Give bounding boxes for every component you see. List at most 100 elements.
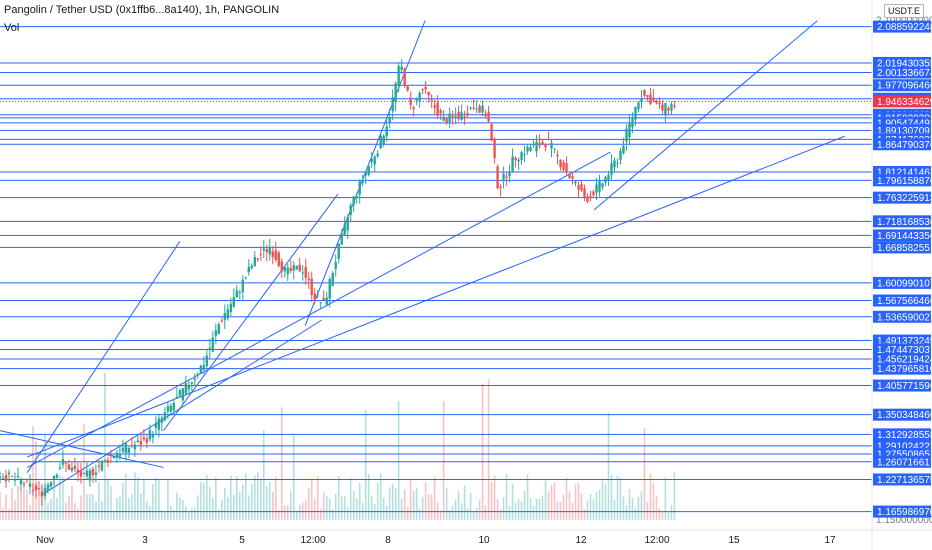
volume-bar xyxy=(433,476,436,520)
candle-body xyxy=(622,146,625,154)
volume-bar xyxy=(631,498,634,520)
candle-body xyxy=(190,382,194,384)
volume-bar xyxy=(511,483,514,520)
candle-body xyxy=(388,117,391,123)
volume-bar xyxy=(104,372,106,520)
candle-body xyxy=(142,437,146,440)
price-level-label: 1.2910242225 xyxy=(877,441,932,452)
candle-body xyxy=(430,99,433,101)
candle-body xyxy=(535,141,538,152)
volume-bar xyxy=(152,484,154,520)
candle-body xyxy=(643,89,646,96)
volume-bar xyxy=(71,485,73,520)
trendline xyxy=(27,151,611,468)
candle-body xyxy=(406,86,409,91)
candle-body xyxy=(328,279,331,299)
candle-body xyxy=(94,472,98,475)
volume-bar xyxy=(445,487,448,520)
candle-body xyxy=(409,97,412,105)
volume-bar xyxy=(325,495,328,520)
candle-body xyxy=(163,412,167,421)
price-level-box xyxy=(873,310,931,323)
candle-body xyxy=(178,390,182,396)
candle-body xyxy=(379,135,382,149)
volume-bar xyxy=(191,508,193,520)
volume-bar xyxy=(415,487,418,520)
candle-body xyxy=(106,460,110,463)
candle-body xyxy=(565,163,568,173)
volume-bar xyxy=(59,474,61,520)
candle-body xyxy=(646,95,649,97)
candle-body xyxy=(673,105,676,107)
candle-body xyxy=(640,98,643,102)
candle-body xyxy=(232,297,236,307)
candle-body xyxy=(199,365,203,374)
volume-bar xyxy=(451,505,454,520)
candle-body xyxy=(166,406,170,412)
volume-bar xyxy=(277,509,280,520)
price-level-box xyxy=(873,379,931,392)
volume-bar xyxy=(652,483,655,520)
volume-bar xyxy=(493,475,496,520)
currency-label[interactable]: USDT.E xyxy=(884,4,925,18)
volume-bar xyxy=(167,478,169,520)
candle-body xyxy=(103,459,107,461)
volume-bar xyxy=(673,472,676,520)
candle-body xyxy=(508,171,511,177)
volume-bar xyxy=(247,495,250,520)
candle-body xyxy=(577,185,580,190)
volume-bar xyxy=(475,508,478,520)
candle-body xyxy=(484,113,487,117)
candle-body xyxy=(499,186,502,188)
candle-body xyxy=(346,217,349,231)
price-level-label: 1.9770964660 xyxy=(877,81,932,92)
time-tick-label: Nov xyxy=(36,535,54,546)
candle-body xyxy=(487,111,490,122)
candle-body xyxy=(304,266,307,278)
volume-bar xyxy=(370,495,373,520)
volume-bar xyxy=(337,475,340,520)
candle-body xyxy=(607,174,610,181)
time-tick-label: 3 xyxy=(142,535,148,546)
volume-bar xyxy=(556,501,559,520)
price-level-label: 1.9054744937 xyxy=(877,118,932,129)
volume-bar xyxy=(394,488,397,520)
candle-body xyxy=(466,113,469,116)
volume-bar xyxy=(134,472,136,520)
price-level-label: 1.8913070918 xyxy=(877,126,932,137)
candle-body xyxy=(139,441,143,445)
volume-bar xyxy=(253,475,256,520)
candle-body xyxy=(58,467,62,470)
volume-bar xyxy=(397,400,400,520)
volume-bar xyxy=(116,497,118,520)
candle-body xyxy=(118,453,122,457)
candle-body xyxy=(460,112,463,120)
candle-body xyxy=(397,65,400,86)
candle-body xyxy=(625,128,628,142)
volume-bar xyxy=(50,498,52,520)
candle-body xyxy=(649,94,652,104)
candle-body xyxy=(13,479,17,481)
price-level-label: 1.8647903761 xyxy=(877,140,932,151)
candle-body xyxy=(214,330,218,336)
volume-bar xyxy=(209,486,211,520)
volume-bar xyxy=(346,506,349,520)
candle-body xyxy=(124,443,128,454)
volume-bar xyxy=(469,492,472,520)
price-level-box xyxy=(873,215,931,228)
volume-bar xyxy=(607,412,610,520)
volume-bar xyxy=(125,473,127,520)
candle-body xyxy=(481,105,484,113)
candle-body xyxy=(532,143,535,146)
volume-bar xyxy=(17,485,19,520)
candle-body xyxy=(70,467,74,471)
volume-bar xyxy=(292,435,295,520)
candle-body xyxy=(544,143,547,148)
volume-bar xyxy=(313,498,316,520)
volume-bar xyxy=(601,480,604,520)
candle-body xyxy=(352,196,355,205)
candle-body xyxy=(538,143,541,146)
volume-bar xyxy=(439,509,442,520)
candle-body xyxy=(655,100,658,104)
